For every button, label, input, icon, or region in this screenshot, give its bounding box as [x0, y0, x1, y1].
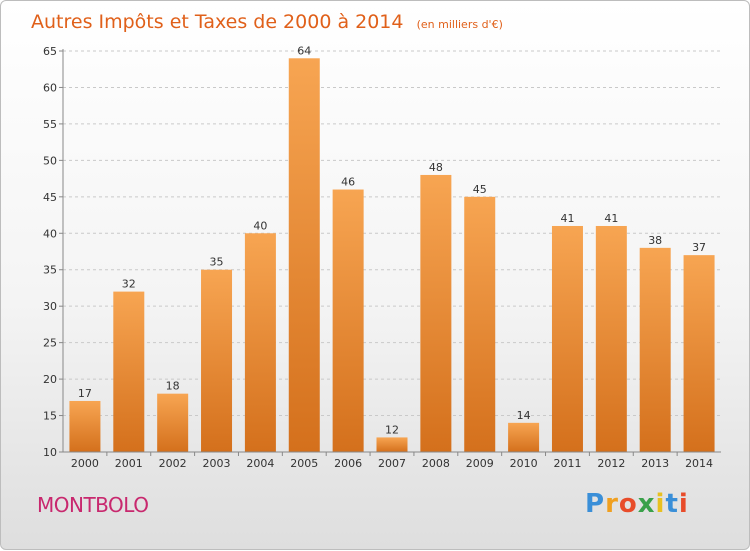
bar — [157, 393, 189, 452]
bar-value-label: 48 — [429, 161, 443, 174]
bar — [464, 196, 496, 452]
x-tick-label: 2009 — [466, 457, 494, 470]
bar — [288, 58, 320, 453]
bars: 17 32 18 35 40 64 46 12 48 45 14 41 41 38 37 — [69, 44, 715, 453]
y-tick-label: 25 — [43, 337, 57, 350]
chart-title-text: Autres Impôts et Taxes de 2000 à 2014 — [31, 11, 404, 33]
x-tick-label: 2010 — [510, 457, 538, 470]
x-tick-label: 2005 — [290, 457, 318, 470]
bar — [69, 400, 101, 452]
bar-value-label: 38 — [648, 234, 662, 247]
bar — [113, 291, 145, 452]
logo-letter: P — [585, 489, 606, 519]
y-tick-label: 40 — [43, 227, 57, 240]
x-tick-label: 2004 — [246, 457, 274, 470]
y-tick-label: 10 — [43, 446, 57, 459]
bar — [551, 225, 583, 452]
bar-value-label: 40 — [253, 219, 267, 232]
x-tick-label: 2012 — [597, 457, 625, 470]
bar — [420, 174, 452, 453]
chart-title: Autres Impôts et Taxes de 2000 à 2014 (e… — [31, 11, 503, 33]
y-tick-label: 60 — [43, 81, 57, 94]
x-tick-label: 2013 — [641, 457, 669, 470]
bar — [639, 247, 671, 452]
x-tick-label: 2003 — [203, 457, 231, 470]
bar-value-label: 41 — [560, 212, 574, 225]
x-tick-label: 2001 — [115, 457, 143, 470]
y-tick-label: 30 — [43, 300, 57, 313]
bar — [376, 437, 408, 452]
x-tick-label: 2000 — [71, 457, 99, 470]
y-tick-label: 45 — [43, 191, 57, 204]
logo-letter: o — [618, 489, 638, 519]
logo-letter: r — [605, 489, 619, 519]
logo-letter: i — [655, 489, 666, 519]
bar — [683, 255, 715, 452]
bar-value-label: 14 — [517, 409, 531, 422]
bar — [201, 269, 233, 452]
x-axis: 2000 2001 2002 2003 2004 2005 2006 2007 2008 2009… — [63, 451, 721, 470]
logo-letter: t — [665, 489, 679, 519]
x-tick-label: 2007 — [378, 457, 406, 470]
y-tick-label: 35 — [43, 264, 57, 277]
bar — [508, 422, 540, 452]
bar-value-label: 45 — [473, 183, 487, 196]
bar-value-label: 18 — [166, 380, 180, 393]
bar-value-label: 64 — [297, 44, 311, 57]
bar — [332, 189, 364, 452]
bar-value-label: 35 — [210, 256, 224, 269]
bar-value-label: 12 — [385, 423, 399, 436]
y-tick-label: 65 — [43, 45, 57, 58]
y-tick-label: 55 — [43, 118, 57, 131]
x-tick-label: 2011 — [553, 457, 581, 470]
bar — [595, 225, 627, 452]
chart-unit-note: (en milliers d'€) — [417, 18, 503, 31]
bar-value-label: 37 — [692, 241, 706, 254]
logo-letter: x — [637, 489, 656, 519]
bar-value-label: 41 — [604, 212, 618, 225]
commune-name: MONTBOLO — [37, 493, 149, 517]
bar-value-label: 46 — [341, 176, 355, 189]
bar-value-label: 32 — [122, 278, 136, 291]
bar — [244, 233, 276, 452]
bar-value-label: 17 — [78, 387, 92, 400]
x-tick-label: 2014 — [685, 457, 713, 470]
x-tick-label: 2006 — [334, 457, 362, 470]
x-tick-label: 2002 — [159, 457, 187, 470]
y-tick-label: 20 — [43, 373, 57, 386]
y-tick-label: 50 — [43, 154, 57, 167]
proxiti-logo: Proxiti — [585, 489, 689, 519]
logo-letter: i — [678, 489, 689, 519]
y-tick-label: 15 — [43, 410, 57, 423]
y-axis: 10 15 20 25 30 35 40 45 50 55 60 65 — [43, 45, 64, 459]
x-tick-label: 2008 — [422, 457, 450, 470]
